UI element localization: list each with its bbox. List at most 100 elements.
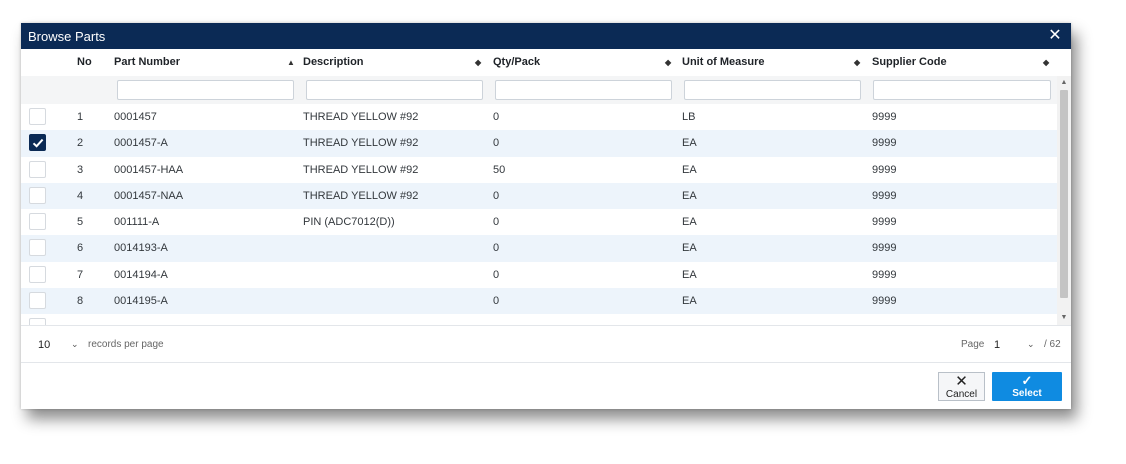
cell-uom: EA [682, 268, 697, 281]
table-row[interactable]: 4 0001457-NAA THREAD YELLOW #92 0 EA 999… [21, 182, 1057, 210]
cell-uom: EA [682, 295, 697, 308]
qty-pack-filter-input[interactable] [495, 80, 672, 100]
column-header-no[interactable]: No [77, 56, 92, 68]
cell-no: 3 [77, 163, 84, 176]
pager-bar: 10 ⌄ records per page Page 1 ⌄ / 62 [21, 325, 1071, 363]
vertical-scrollbar[interactable]: ▲ ▼ [1057, 76, 1071, 325]
cell-part-number: 0014194-A [114, 268, 168, 281]
cell-no: 1 [77, 111, 84, 123]
sort-both-icon[interactable]: ◆ [1043, 58, 1050, 67]
cell-part-number: 0014195-A [114, 295, 168, 308]
cell-supplier-code: 9999 [872, 111, 897, 123]
scroll-up-icon[interactable]: ▲ [1060, 79, 1068, 86]
cell-description: PIN (ADC7012(D)) [303, 216, 395, 229]
table-row[interactable]: 7 0014194-A 0 EA 9999 [21, 262, 1057, 288]
table-row[interactable]: 2 0001457-A THREAD YELLOW #92 0 EA 9999 [21, 130, 1057, 157]
sort-both-icon[interactable]: ◆ [475, 58, 482, 67]
cell-qty-pack: 0 [493, 295, 500, 308]
table-row[interactable]: 3 0001457-HAA THREAD YELLOW #92 50 EA 99… [21, 157, 1057, 183]
cell-supplier-code: 9999 [872, 268, 897, 281]
column-header-qty-pack[interactable]: Qty/Pack [493, 56, 541, 68]
cell-qty-pack: 0 [493, 189, 500, 202]
cell-no: 5 [77, 216, 84, 229]
cell-description: THREAD YELLOW #92 [303, 137, 419, 150]
cancel-button-label: Cancel [945, 389, 978, 400]
page-total: / 62 [1044, 339, 1061, 350]
cell-qty-pack: 0 [493, 242, 500, 255]
cell-part-number: 001111-A [114, 216, 160, 229]
cancel-button[interactable]: ✕ Cancel [938, 372, 985, 401]
cell-supplier-code: 9999 [872, 163, 897, 176]
dialog-footer: ✕ Cancel ✓ Select [21, 363, 1071, 409]
cell-qty-pack: 0 [493, 137, 500, 150]
page-label: Page [961, 339, 985, 350]
table-row[interactable]: 8 0014195-A 0 EA 9999 [21, 288, 1057, 315]
row-checkbox[interactable] [29, 213, 46, 231]
cell-part-number: 0001457-NAA [114, 189, 184, 202]
column-header-description[interactable]: Description [303, 56, 364, 68]
cell-part-number: 0001457-A [114, 137, 168, 150]
row-checkbox[interactable] [29, 265, 46, 283]
browse-parts-dialog: Browse Parts ✕ No Part Number ▲ Descript… [21, 23, 1071, 409]
x-icon: ✕ [955, 373, 968, 390]
cell-description: THREAD YELLOW #92 [303, 111, 419, 123]
table-row[interactable]: 6 0014193-A 0 EA 9999 [21, 235, 1057, 262]
close-icon[interactable]: ✕ [1048, 27, 1062, 44]
sort-both-icon[interactable]: ◆ [854, 58, 861, 67]
records-per-page-select[interactable]: 10 [38, 339, 51, 351]
checkmark-icon: ✓ [1021, 373, 1033, 388]
chevron-down-icon[interactable]: ⌄ [1027, 339, 1035, 349]
row-checkbox[interactable] [29, 318, 46, 325]
cell-description: THREAD YELLOW #92 [303, 163, 419, 176]
cell-no: 6 [77, 242, 84, 255]
sort-both-icon[interactable]: ◆ [665, 58, 672, 67]
cell-supplier-code: 9999 [872, 137, 897, 150]
cell-qty-pack: 0 [493, 268, 500, 281]
cell-uom: LB [682, 111, 696, 123]
row-checkbox[interactable] [29, 160, 46, 178]
part-number-filter-input[interactable] [117, 80, 294, 100]
sort-ascending-icon[interactable]: ▲ [287, 58, 295, 67]
scroll-down-icon[interactable]: ▼ [1060, 314, 1068, 321]
scrollbar-thumb[interactable] [1060, 90, 1068, 298]
row-checkbox-checked[interactable] [29, 134, 46, 152]
check-icon [32, 139, 44, 148]
cell-part-number: 0014193-A [114, 242, 168, 255]
column-header-part-number[interactable]: Part Number [114, 56, 181, 68]
row-checkbox[interactable] [29, 292, 46, 310]
filter-row [21, 76, 1057, 104]
unit-of-measure-filter-input[interactable] [684, 80, 861, 100]
cell-supplier-code: 9999 [872, 242, 897, 255]
cell-supplier-code: 9999 [872, 216, 897, 229]
cell-qty-pack: 0 [493, 111, 500, 123]
table-row[interactable]: 5 001111-A PIN (ADC7012(D)) 0 EA 9999 [21, 209, 1057, 235]
select-button[interactable]: ✓ Select [992, 372, 1062, 401]
column-header-unit-of-measure[interactable]: Unit of Measure [682, 56, 765, 68]
cell-supplier-code: 9999 [872, 295, 897, 308]
parts-grid: No Part Number ▲ Description ◆ Qty/Pack … [21, 49, 1071, 325]
cell-part-number: 0001457 [114, 111, 157, 123]
cell-qty-pack: 50 [493, 163, 506, 176]
cell-no: 8 [77, 295, 84, 308]
cell-no: 4 [77, 189, 84, 202]
cell-uom: EA [682, 137, 697, 150]
row-checkbox[interactable] [29, 186, 46, 204]
row-checkbox[interactable] [29, 239, 46, 257]
table-row[interactable]: 1 0001457 THREAD YELLOW #92 0 LB 9999 [21, 104, 1057, 130]
column-header-supplier-code[interactable]: Supplier Code [872, 56, 947, 68]
dialog-title: Browse Parts [28, 28, 106, 44]
row-checkbox[interactable] [29, 108, 46, 125]
table-row-partial[interactable] [21, 314, 1057, 325]
page-select[interactable]: 1 [994, 339, 1001, 351]
dialog-titlebar: Browse Parts ✕ [21, 23, 1071, 49]
supplier-code-filter-input[interactable] [873, 80, 1051, 100]
cell-uom: EA [682, 216, 697, 229]
chevron-down-icon[interactable]: ⌄ [71, 339, 79, 349]
description-filter-input[interactable] [306, 80, 483, 100]
grid-body: 1 0001457 THREAD YELLOW #92 0 LB 9999 2 … [21, 104, 1057, 325]
cell-qty-pack: 0 [493, 216, 500, 229]
cell-uom: EA [682, 163, 697, 176]
cell-description: THREAD YELLOW #92 [303, 189, 419, 202]
records-per-page-label: records per page [88, 339, 164, 350]
select-button-label: Select [1012, 388, 1042, 399]
